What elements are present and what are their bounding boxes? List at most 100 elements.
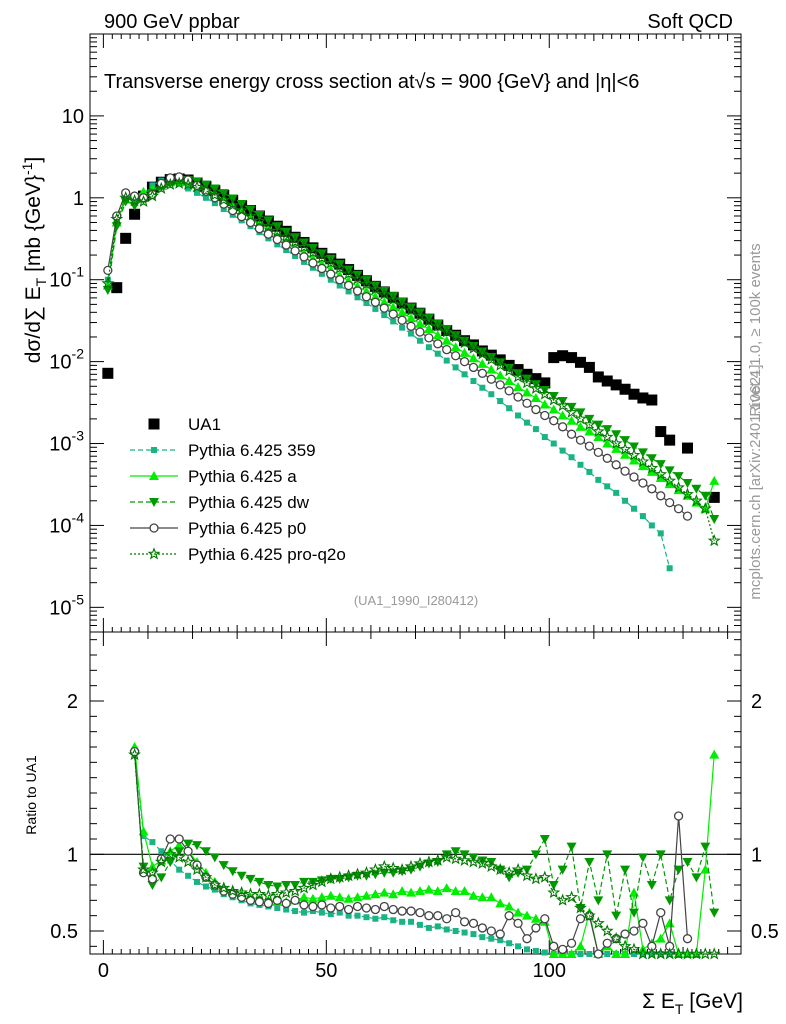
ratio-data-point [450,886,461,896]
data-point [408,330,415,337]
data-point [336,282,343,289]
data-point [655,426,667,438]
ratio-data-point [593,949,603,959]
data-point [261,219,275,232]
data-point [458,335,472,349]
data-point [550,440,557,447]
data-point [548,352,560,364]
data-point [452,364,459,371]
data-point [111,282,123,294]
data-point [691,484,702,494]
ratio-data-point [395,862,409,876]
ratio-data-point [370,889,381,899]
data-point [202,194,209,201]
data-point [620,466,630,476]
legend-item: Pythia 6.425 dw [130,493,310,512]
data-point [613,489,620,496]
ratio-data-point [458,853,472,866]
ratio-data-point [506,940,513,947]
data-point [549,416,559,426]
ratio-data-point [165,858,176,867]
data-point [377,287,391,300]
data-point [422,314,436,327]
ratio-data-point [442,914,452,924]
data-point [370,297,381,307]
data-point [111,222,122,232]
ratio-data-point [443,926,450,933]
ratio-data-point [217,881,231,894]
legend-label: UA1 [188,415,221,434]
series-pythia-6-425-359 [104,177,673,572]
data-point [495,380,505,390]
ratio-data-point [183,846,193,856]
y-tick-label: 10-4 [49,509,84,537]
ratio-data-point [639,951,646,957]
ratio-data-point [208,878,222,891]
data-point [414,318,425,328]
series-line [107,182,715,541]
ratio-data-point [584,858,595,867]
y-tick-label: 10-5 [49,591,84,619]
ratio-data-point [433,911,443,921]
data-point [288,235,302,248]
ratio-data-point [137,862,151,876]
data-point [611,460,621,470]
ratio-data-point [531,923,541,933]
ratio-data-point [352,892,363,902]
main-axes: 10 1 10-1 10-2 10-3 10-4 10-5 [49,33,741,632]
ratio-data-point [404,859,418,873]
ratio-y-tick-label-right: 1 [751,844,762,866]
ratio-data-point [307,893,318,903]
ratio-data-point [235,885,248,899]
ratio-data-point [602,938,612,948]
data-point [655,460,666,470]
data-point [577,461,584,468]
ratio-data-point [174,834,184,844]
ratio-data-point [575,914,586,924]
ratio-data-point [602,850,613,860]
ratio-data-point [181,855,195,868]
ratio-plot-frame [89,631,742,955]
ratio-data-point [372,915,379,922]
data-point [575,421,586,431]
data-point [404,303,418,317]
ratio-data-point [529,872,543,885]
data-point [459,347,470,357]
ratio-data-point [565,890,578,903]
data-point [681,487,694,500]
data-point [450,351,461,361]
data-point [327,276,334,283]
ratio-data-point [147,881,158,890]
data-point [673,504,684,514]
data-point [574,356,586,368]
data-point [673,472,684,482]
data-point [709,514,720,524]
ratio-data-point [299,892,310,902]
data-point [575,435,586,445]
data-point [522,398,532,408]
data-point [530,392,541,402]
y-tick-label: 10-1 [49,264,84,292]
data-point [620,449,631,459]
data-point [406,303,417,313]
ratio-data-point [583,908,596,922]
ratio-data-point [327,911,334,918]
ratio-data-point [709,908,720,918]
ratio-data-point [306,878,320,891]
data-point [449,330,463,343]
data-point [645,461,659,474]
ratio-data-point [333,870,347,883]
ratio-data-point [470,931,477,938]
ratio-data-point [343,893,354,903]
ratio-data-point [468,918,479,928]
ratio-data-point [532,947,539,954]
ratio-data-point [128,747,141,761]
ratio-data-point [245,874,256,884]
data-point [666,565,673,572]
ratio-series-pythia-6-425-a [129,742,720,958]
ratio-data-point [390,917,397,924]
ratio-data-point [495,865,506,875]
data-point [181,177,195,191]
ratio-data-point [540,914,550,924]
ratio-data-point [627,942,641,955]
